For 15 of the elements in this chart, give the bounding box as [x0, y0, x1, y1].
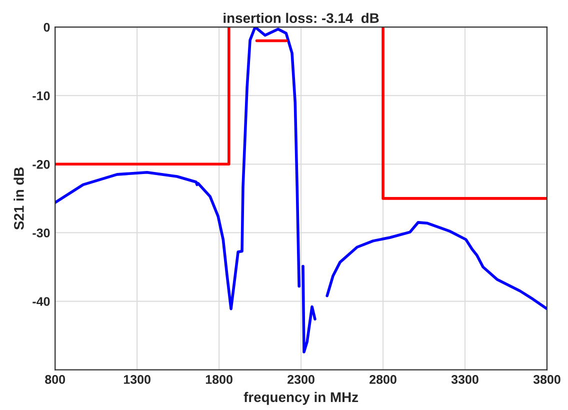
x-tick-label: 2300	[288, 375, 314, 384]
x-tick-label: 1800	[206, 375, 232, 384]
y-axis-title: S21 in dB	[14, 167, 24, 230]
x-tick-label: 3800	[533, 375, 560, 384]
x-tick-label: 1300	[124, 375, 150, 384]
x-tick-label: 800	[45, 375, 66, 384]
chart-title: insertion loss: -3.14 dB	[224, 12, 379, 24]
x-tick-label: 2800	[370, 375, 396, 384]
y-tick-label: -40	[32, 297, 50, 306]
x-axis-title: frequency in MHz	[244, 392, 358, 405]
y-tick-label: 0	[44, 22, 50, 32]
y-tick-label: -30	[32, 228, 50, 238]
y-tick-label: -20	[32, 160, 50, 169]
y-tick-label: -10	[32, 91, 50, 100]
x-tick-label: 3300	[451, 375, 478, 384]
